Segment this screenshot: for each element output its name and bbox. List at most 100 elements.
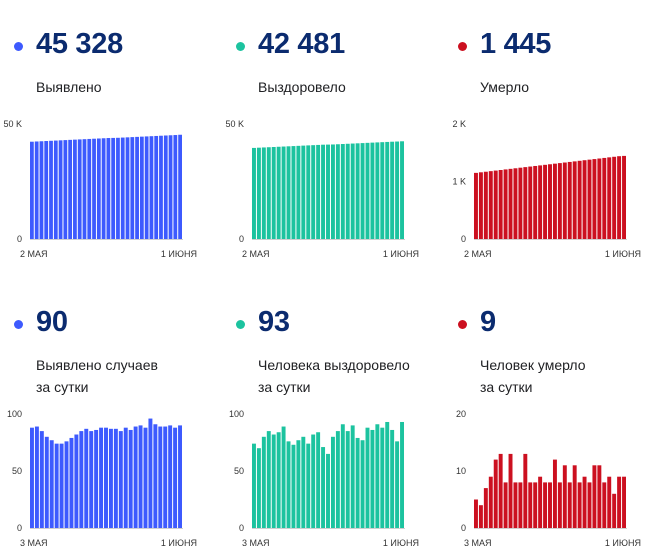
bar bbox=[538, 165, 543, 239]
bar bbox=[488, 171, 493, 239]
stat-label: Выявлено bbox=[36, 79, 102, 95]
bar bbox=[106, 138, 111, 239]
x-tick-label: 1 ИЮНЯ bbox=[383, 538, 419, 548]
x-tick-label: 2 МАЯ bbox=[464, 249, 492, 259]
bar bbox=[385, 141, 390, 239]
bar bbox=[572, 465, 577, 528]
bar bbox=[159, 135, 163, 239]
bar bbox=[306, 145, 311, 239]
bar bbox=[123, 427, 128, 528]
bar bbox=[301, 436, 306, 528]
stat-label: Выздоровело bbox=[258, 79, 346, 95]
bar bbox=[73, 139, 77, 239]
bar bbox=[552, 163, 557, 239]
bar bbox=[370, 142, 375, 239]
bar bbox=[562, 465, 567, 528]
bar bbox=[340, 144, 345, 239]
y-tick-label: 50 K bbox=[3, 119, 22, 129]
bar bbox=[256, 448, 261, 528]
bar bbox=[488, 476, 493, 528]
y-tick-label: 0 bbox=[461, 523, 466, 533]
bar bbox=[478, 172, 483, 239]
y-tick-label: 1 K bbox=[452, 177, 466, 187]
bar-chart: 0 50 K 2 МАЯ 1 ИЮНЯ bbox=[225, 119, 419, 259]
bar bbox=[548, 164, 552, 239]
stat-panel: 1 445 Умерло 0 1 K 2 K 2 МАЯ 1 ИЮНЯ bbox=[444, 0, 651, 279]
bar bbox=[178, 134, 182, 239]
stat-label: Человека выздоровело bbox=[258, 357, 410, 373]
stat-value: 42 481 bbox=[258, 28, 345, 60]
bar bbox=[330, 436, 335, 528]
bar bbox=[256, 147, 261, 239]
x-tick-label: 3 МАЯ bbox=[20, 538, 48, 548]
bar bbox=[266, 431, 271, 528]
bar bbox=[321, 144, 326, 239]
bar bbox=[39, 431, 44, 528]
bar bbox=[478, 505, 483, 528]
x-tick-label: 1 ИЮНЯ bbox=[605, 249, 641, 259]
bar bbox=[400, 421, 404, 528]
bar bbox=[154, 135, 159, 239]
bar-chart: 0 10 20 3 МАЯ 1 ИЮНЯ bbox=[456, 409, 641, 548]
stat-label: Умерло bbox=[480, 79, 530, 95]
bar bbox=[617, 476, 622, 528]
bar bbox=[39, 141, 44, 239]
bar bbox=[375, 142, 380, 239]
legend-dot bbox=[14, 42, 23, 51]
x-tick-label: 2 МАЯ bbox=[20, 249, 48, 259]
bar bbox=[335, 144, 340, 239]
bar bbox=[163, 426, 168, 528]
stat-panel: 45 328 Выявлено 0 50 K 2 МАЯ 1 ИЮНЯ bbox=[0, 0, 217, 279]
bar bbox=[622, 155, 626, 239]
stat-value: 45 328 bbox=[36, 28, 123, 60]
bar bbox=[350, 425, 355, 528]
bar bbox=[508, 168, 513, 239]
bar bbox=[557, 482, 562, 528]
bar bbox=[528, 166, 533, 239]
stat-label-line2: за сутки bbox=[258, 379, 311, 395]
bar bbox=[543, 164, 548, 239]
bar bbox=[84, 428, 89, 528]
stat-panel: 9 Человек умерло за сутки 0 10 20 3 МАЯ 1 ИЮНЯ bbox=[444, 278, 651, 557]
y-tick-label: 50 bbox=[234, 466, 244, 476]
bar bbox=[79, 431, 84, 528]
bar bbox=[135, 136, 139, 239]
stat-label: Выявлено случаев bbox=[36, 357, 158, 373]
bar bbox=[291, 444, 296, 528]
bar bbox=[602, 157, 607, 239]
bar bbox=[168, 135, 173, 239]
bar bbox=[64, 441, 69, 528]
bar bbox=[582, 476, 587, 528]
x-tick-label: 3 МАЯ bbox=[464, 538, 492, 548]
bar bbox=[483, 488, 488, 528]
bar bbox=[513, 168, 518, 239]
bar bbox=[577, 160, 582, 239]
bar bbox=[483, 171, 488, 239]
bar bbox=[503, 482, 508, 528]
bar bbox=[321, 447, 326, 528]
y-tick-label: 0 bbox=[239, 234, 244, 244]
bar bbox=[582, 160, 587, 239]
bar bbox=[360, 143, 365, 239]
bar bbox=[612, 493, 617, 528]
bar bbox=[395, 141, 400, 239]
bar bbox=[139, 136, 144, 239]
bar bbox=[474, 499, 478, 528]
stat-panel: 42 481 Выздоровело 0 50 K 2 МАЯ 1 ИЮНЯ bbox=[222, 0, 439, 279]
bar bbox=[390, 141, 395, 239]
bar bbox=[548, 482, 552, 528]
bar bbox=[34, 141, 39, 239]
bar bbox=[116, 137, 120, 239]
bar bbox=[149, 136, 154, 239]
bar bbox=[281, 426, 286, 528]
bar bbox=[63, 140, 68, 239]
bar bbox=[326, 144, 330, 239]
bar bbox=[345, 143, 350, 239]
bar bbox=[133, 426, 138, 528]
bar bbox=[508, 453, 513, 528]
legend-dot bbox=[236, 320, 245, 329]
bar bbox=[493, 459, 498, 528]
bar bbox=[173, 427, 178, 528]
bar bbox=[326, 453, 330, 528]
bar bbox=[612, 156, 617, 239]
